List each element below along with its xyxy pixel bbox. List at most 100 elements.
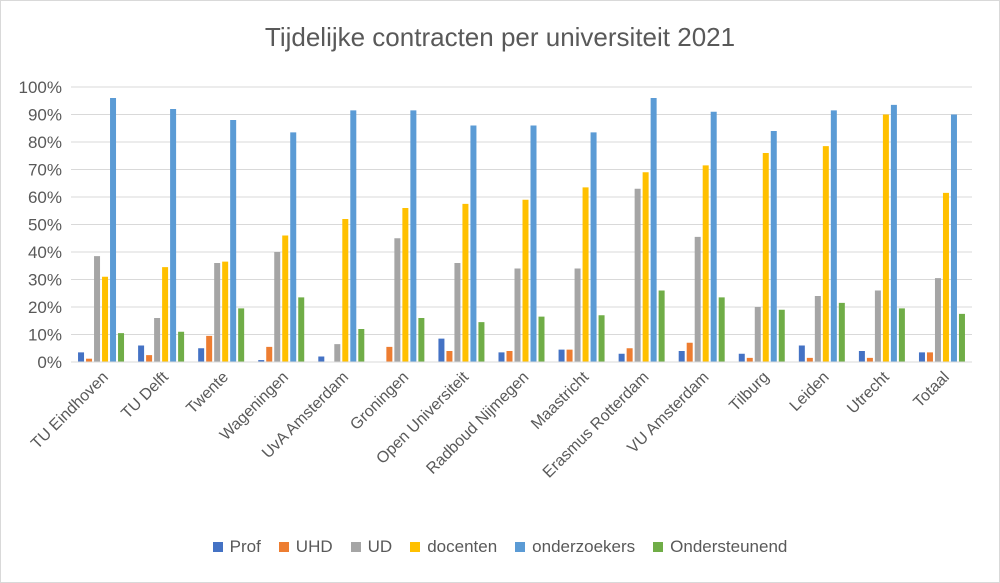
bar-docenten — [342, 219, 349, 362]
x-category-label: Erasmus Rotterdam — [540, 369, 653, 482]
bar-ondersteunend — [838, 302, 845, 362]
bar-ud — [934, 278, 941, 362]
y-tick-label: 70% — [28, 161, 62, 180]
legend-item: Prof — [212, 537, 261, 557]
bar-uhd — [206, 335, 213, 362]
bar-prof — [858, 351, 865, 362]
bar-docenten — [702, 165, 709, 362]
legend-swatch — [278, 542, 289, 552]
bar-onderzoekers — [710, 111, 717, 362]
bar-ondersteunend — [118, 333, 125, 362]
bar-ondersteunend — [418, 318, 425, 362]
bar-prof — [918, 352, 925, 362]
bar-docenten — [222, 261, 229, 362]
bar-uhd — [866, 357, 873, 362]
bar-uhd — [266, 346, 273, 362]
bar-prof — [498, 352, 505, 362]
y-tick-label: 90% — [28, 106, 62, 125]
x-category-label: TU Delft — [118, 368, 172, 422]
bar-onderzoekers — [290, 132, 297, 362]
y-tick-label: 60% — [28, 188, 62, 207]
bar-prof — [798, 345, 805, 362]
bar-onderzoekers — [950, 114, 957, 362]
bar-ondersteunend — [718, 297, 725, 362]
bar-ud — [454, 263, 461, 362]
bar-ondersteunend — [898, 308, 905, 362]
y-tick-label: 30% — [28, 271, 62, 290]
legend-item: onderzoekers — [515, 537, 635, 557]
bar-onderzoekers — [590, 132, 597, 362]
bar-docenten — [102, 276, 109, 362]
bar-docenten — [882, 114, 889, 362]
bar-uhd — [746, 357, 753, 362]
bar-onderzoekers — [350, 110, 357, 362]
legend-label: Prof — [229, 537, 261, 556]
bar-ondersteunend — [238, 308, 245, 362]
bar-uhd — [686, 342, 693, 362]
bar-uhd — [146, 355, 153, 362]
bar-ondersteunend — [178, 331, 185, 362]
legend-swatch — [212, 542, 223, 552]
bar-docenten — [522, 199, 529, 362]
bar-prof — [558, 349, 565, 362]
bar-prof — [78, 352, 85, 362]
bar-docenten — [642, 172, 649, 362]
y-tick-label: 10% — [28, 326, 62, 345]
bar-docenten — [282, 235, 289, 362]
x-category-label: Leiden — [787, 369, 833, 415]
bar-ondersteunend — [478, 322, 485, 362]
bar-ud — [514, 268, 521, 362]
x-category-label: TU Eindhoven — [28, 369, 112, 453]
bar-onderzoekers — [110, 98, 117, 362]
legend-item: UD — [350, 537, 392, 557]
bar-ondersteunend — [538, 316, 545, 362]
legend-swatch — [653, 542, 664, 552]
bar-prof — [678, 351, 685, 362]
bar-prof — [198, 348, 205, 362]
bar-ud — [214, 263, 221, 362]
bar-uhd — [926, 352, 933, 362]
x-axis-labels: TU Eindhoven TU Delft TwenteWageningenUvA … — [28, 368, 953, 481]
bar-ud — [394, 238, 401, 362]
bar-ud — [574, 268, 581, 362]
bar-ondersteunend — [778, 309, 785, 362]
bar-prof — [318, 356, 325, 362]
bar-uhd — [566, 349, 573, 362]
legend-swatch — [515, 542, 526, 552]
chart-title: Tijdelijke contracten per universiteit 2… — [264, 22, 736, 52]
bar-uhd — [386, 346, 393, 362]
bar-uhd — [806, 357, 813, 362]
bar-onderzoekers — [890, 104, 897, 362]
bar-docenten — [762, 153, 769, 362]
x-category-label: Radboud Nijmegen — [423, 369, 532, 478]
bar-onderzoekers — [530, 125, 537, 362]
bar-docenten — [942, 192, 949, 362]
bar-onderzoekers — [470, 125, 477, 362]
bar-onderzoekers — [650, 98, 657, 362]
x-category-label: Twente — [183, 369, 232, 418]
gridlines — [71, 86, 972, 335]
legend-label: docenten — [427, 537, 498, 556]
bar-docenten — [162, 267, 169, 362]
bar-docenten — [402, 208, 409, 362]
bar-ud — [814, 296, 821, 362]
y-tick-label: 80% — [28, 133, 62, 152]
bars — [78, 98, 965, 362]
bar-docenten — [462, 203, 469, 362]
bar-ondersteunend — [958, 313, 965, 362]
bar-onderzoekers — [170, 109, 177, 362]
x-category-label: Maastricht — [528, 368, 593, 433]
bar-ondersteunend — [598, 315, 605, 362]
bar-prof — [138, 345, 145, 362]
bar-ud — [94, 256, 101, 362]
x-category-label: Utrecht — [844, 368, 893, 417]
bar-onderzoekers — [230, 120, 237, 362]
bar-prof — [438, 338, 445, 362]
bar-ondersteunend — [358, 329, 365, 362]
bar-ondersteunend — [658, 290, 665, 362]
bar-onderzoekers — [830, 110, 837, 362]
bar-uhd — [446, 351, 453, 362]
legend-label: UHD — [295, 537, 333, 556]
bar-docenten — [822, 146, 829, 362]
